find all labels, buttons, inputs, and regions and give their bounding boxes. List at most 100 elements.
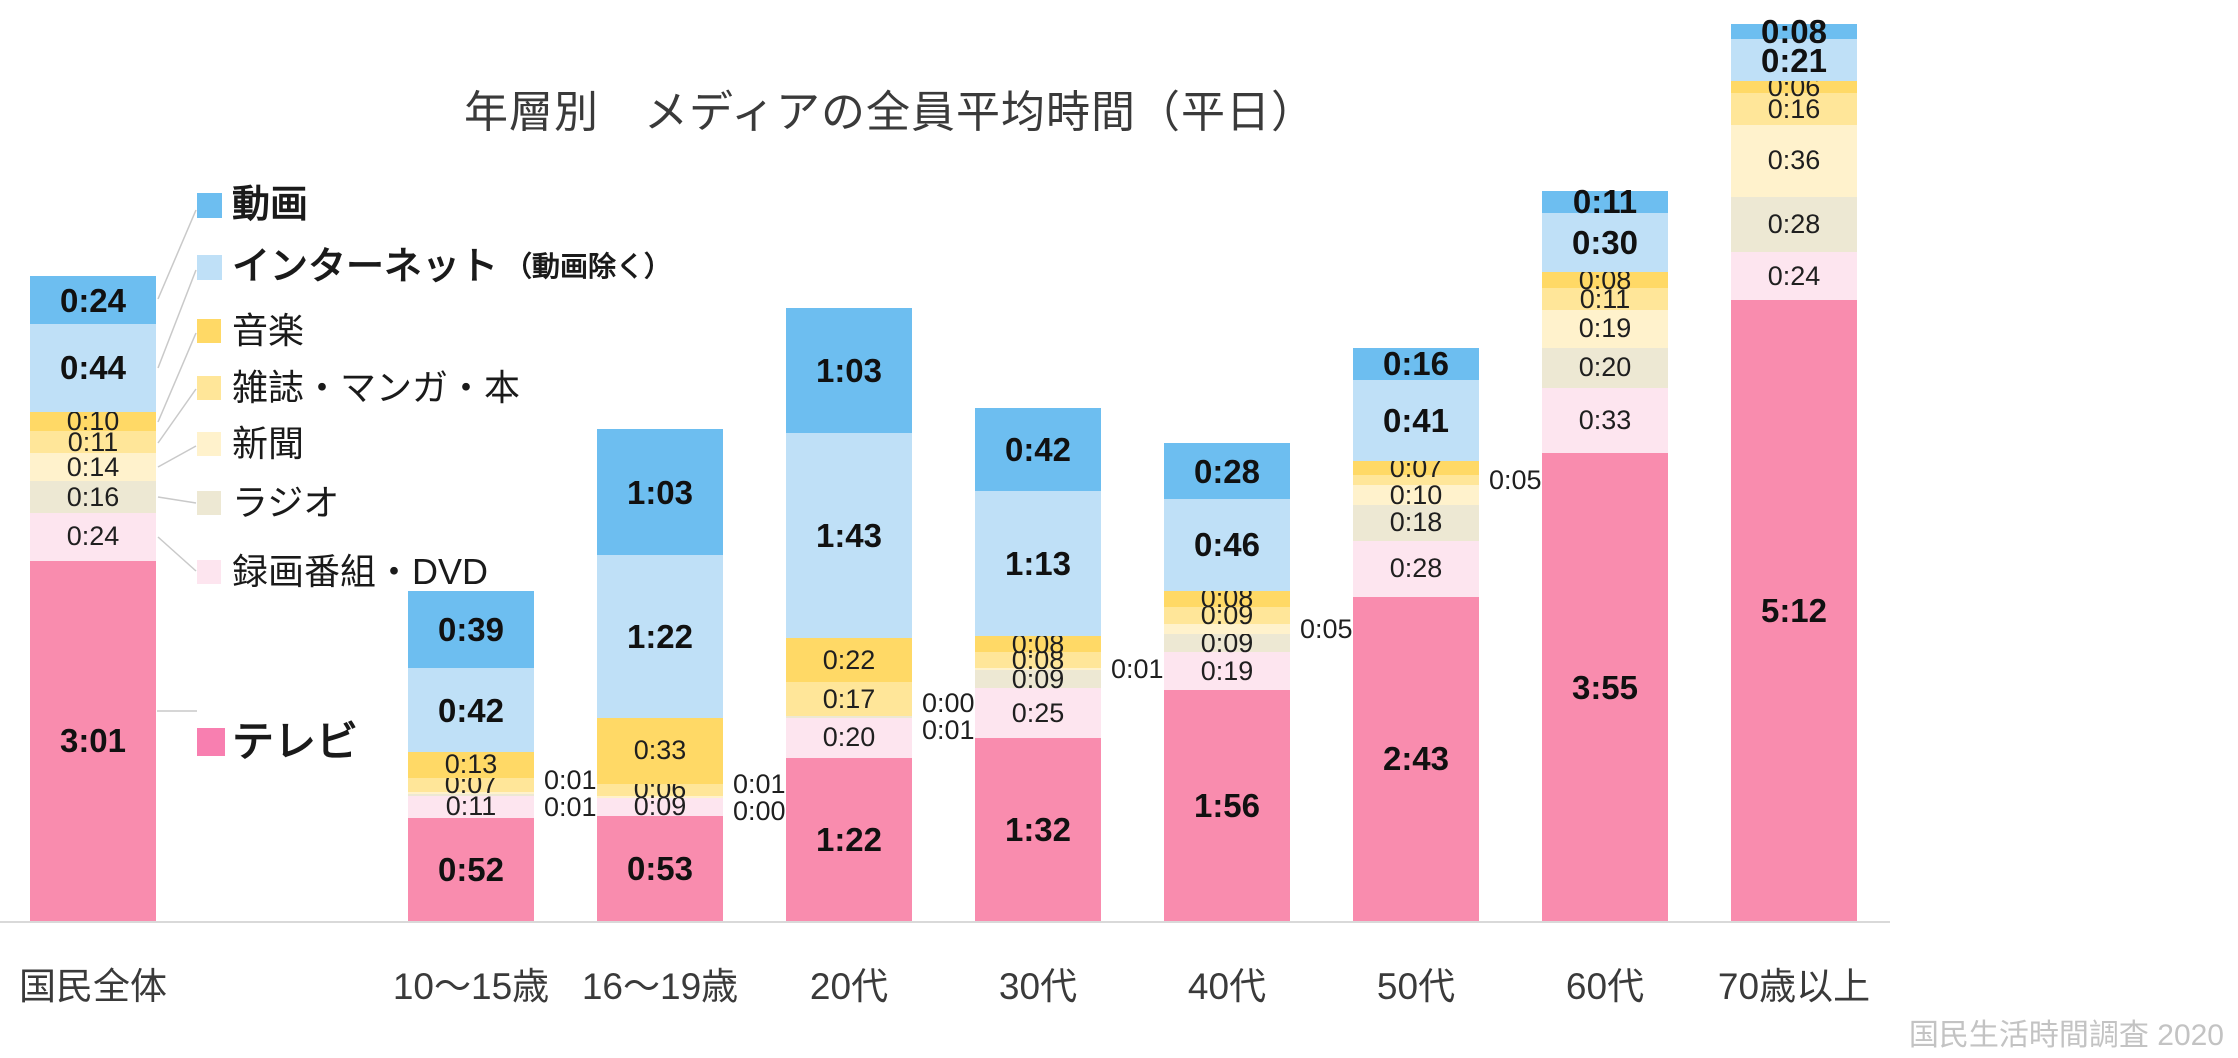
bar-segment <box>1353 505 1479 541</box>
bar-segment <box>597 815 723 921</box>
bar-segment <box>975 670 1101 689</box>
bar-segment <box>1731 39 1857 82</box>
x-axis-label: 40代 <box>1187 966 1267 1007</box>
bar-segment <box>1542 453 1668 921</box>
legend-item-6: ラジオ <box>197 485 339 521</box>
segment-value-label-outside: 0:00 <box>922 688 975 719</box>
x-axis-label: 20代 <box>809 966 889 1007</box>
bar-segment <box>1353 596 1479 921</box>
legend-leader-line <box>157 496 197 504</box>
bar-segment <box>30 431 156 454</box>
bar-segment <box>408 795 534 818</box>
segment-value-label-outside: 0:05 <box>1300 614 1353 645</box>
bar-segment <box>786 308 912 434</box>
bar-segment <box>597 797 723 816</box>
bar-segment <box>975 652 1101 669</box>
bar-segment <box>1164 590 1290 607</box>
segment-value-label-outside: 0:01 <box>922 715 975 746</box>
x-axis-line <box>0 921 1890 923</box>
bar-segment <box>1542 212 1668 273</box>
legend-swatch <box>197 432 221 456</box>
x-axis-label: 国民全体 <box>19 966 167 1007</box>
legend-label-note: （動画除く） <box>504 251 673 282</box>
bar-segment <box>975 688 1101 738</box>
legend-swatch <box>197 376 221 400</box>
segment-value-label-outside: 0:01 <box>544 765 597 796</box>
legend-leader-line <box>157 445 197 468</box>
x-axis-label: 70歳以上 <box>1717 966 1871 1007</box>
bar-segment <box>1542 288 1668 311</box>
bar-segment <box>1164 606 1290 625</box>
bar-segment <box>408 668 534 752</box>
chart-title: 年層別 メディアの全員平均時間（平日） <box>464 88 1316 137</box>
bar-segment <box>786 718 912 758</box>
bar-segment <box>408 777 534 792</box>
bar-segment <box>597 795 723 798</box>
legend-swatch <box>197 192 222 218</box>
legend-label: 動画 <box>232 184 309 226</box>
bar-segment <box>408 793 534 796</box>
legend-item-3: 音楽 <box>197 313 304 349</box>
bar-segment <box>786 433 912 639</box>
legend-item-1: 動画 <box>197 186 308 224</box>
source-note: 国民生活時間調査 2020 <box>1908 1019 2224 1052</box>
segment-value-label-outside: 0:05 <box>1489 465 1542 496</box>
legend-label: 録画番組・DVD <box>232 551 489 592</box>
legend-label: ラジオ <box>232 482 340 523</box>
bar-segment <box>1164 443 1290 500</box>
bar-segment <box>1542 272 1668 289</box>
bar-segment <box>597 718 723 784</box>
bar-segment <box>786 682 912 717</box>
x-axis-label: 60代 <box>1565 966 1645 1007</box>
legend-swatch <box>197 491 221 515</box>
legend-leader-line <box>157 269 197 369</box>
bar-segment <box>1731 252 1857 301</box>
bar-segment <box>1542 310 1668 348</box>
bar-segment <box>1353 347 1479 380</box>
legend-label: 雑誌・マンガ・本 <box>232 367 521 408</box>
legend-item-4: 雑誌・マンガ・本 <box>197 370 520 406</box>
legend-swatch <box>197 560 221 584</box>
bar-segment <box>786 638 912 683</box>
legend-label: テレビ <box>232 718 359 765</box>
bar-segment <box>1731 196 1857 253</box>
legend-swatch <box>197 254 222 280</box>
bar-segment <box>1353 475 1479 486</box>
legend-swatch <box>197 319 221 343</box>
legend-label: インターネット <box>232 246 499 288</box>
segment-value-label-outside: 0:01 <box>544 792 597 823</box>
bar-segment <box>30 453 156 482</box>
legend-leader-line <box>157 332 197 423</box>
bar-segment <box>1542 190 1668 213</box>
bar-segment <box>975 407 1101 492</box>
bar-segment <box>30 481 156 514</box>
legend-item-2: インターネット （動画除く） <box>197 248 672 286</box>
bar-segment <box>408 751 534 778</box>
bar-segment <box>408 817 534 921</box>
bar-segment <box>1164 634 1290 653</box>
bar-segment <box>408 590 534 669</box>
bar-segment <box>30 411 156 432</box>
legend-item-8: テレビ <box>197 721 358 763</box>
bar-segment <box>786 757 912 921</box>
bar-segment <box>1353 379 1479 462</box>
bar-segment <box>1731 93 1857 125</box>
legend-leader-line <box>157 536 197 572</box>
legend-label: 音楽 <box>232 310 305 351</box>
bar-segment <box>975 491 1101 637</box>
bar-segment <box>975 668 1101 671</box>
bar-segment <box>1164 652 1290 691</box>
x-axis-label: 30代 <box>998 966 1078 1007</box>
legend-leader-line <box>157 388 197 444</box>
bar-segment <box>1353 540 1479 597</box>
bar-segment <box>1164 624 1290 635</box>
legend-label: 新聞 <box>232 423 305 464</box>
bar-segment <box>30 560 156 921</box>
bar-segment <box>30 324 156 412</box>
bar-segment <box>1164 499 1290 591</box>
bar-segment <box>1731 23 1857 40</box>
bar-segment <box>1731 125 1857 197</box>
bar-segment <box>30 513 156 561</box>
